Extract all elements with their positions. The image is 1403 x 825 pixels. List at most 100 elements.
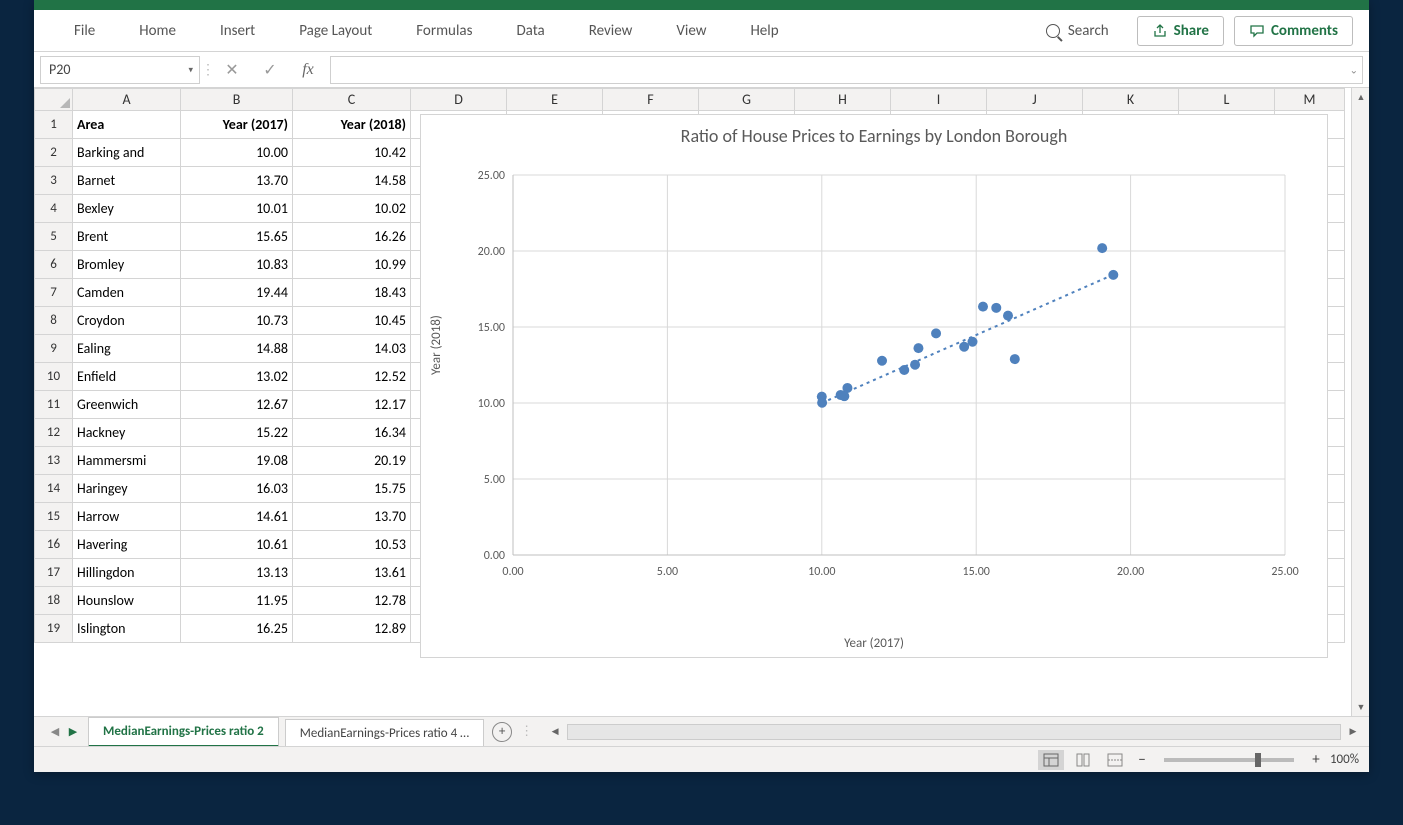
cell-B10[interactable]: 13.02 (181, 363, 293, 391)
scroll-up-icon[interactable]: ▲ (1352, 88, 1369, 106)
view-normal-button[interactable] (1038, 750, 1064, 770)
row-hdr-15[interactable]: 15 (35, 503, 73, 531)
tab-view[interactable]: View (654, 12, 728, 50)
col-hdr-H[interactable]: H (795, 89, 891, 111)
cell-B8[interactable]: 10.73 (181, 307, 293, 335)
col-hdr-I[interactable]: I (891, 89, 987, 111)
row-hdr-10[interactable]: 10 (35, 363, 73, 391)
cell-C7[interactable]: 18.43 (293, 279, 411, 307)
row-hdr-3[interactable]: 3 (35, 167, 73, 195)
cell-C1[interactable]: Year (2018) (293, 111, 411, 139)
cell-A3[interactable]: Barnet (73, 167, 181, 195)
sheet-tab-active[interactable]: MedianEarnings-Prices ratio 2 (88, 717, 279, 748)
cell-B1[interactable]: Year (2017) (181, 111, 293, 139)
col-hdr-M[interactable]: M (1275, 89, 1345, 111)
cell-A16[interactable]: Havering (73, 531, 181, 559)
cell-A13[interactable]: Hammersmi (73, 447, 181, 475)
row-hdr-13[interactable]: 13 (35, 447, 73, 475)
col-hdr-G[interactable]: G (699, 89, 795, 111)
col-hdr-B[interactable]: B (181, 89, 293, 111)
accept-button[interactable]: ✓ (254, 56, 286, 84)
cell-B15[interactable]: 14.61 (181, 503, 293, 531)
share-button[interactable]: Share (1137, 16, 1224, 46)
cell-A9[interactable]: Ealing (73, 335, 181, 363)
cell-C9[interactable]: 14.03 (293, 335, 411, 363)
row-hdr-7[interactable]: 7 (35, 279, 73, 307)
cell-B7[interactable]: 19.44 (181, 279, 293, 307)
tab-nav-next[interactable]: ▶ (64, 725, 82, 738)
tab-pagelayout[interactable]: Page Layout (277, 12, 394, 50)
tab-home[interactable]: Home (117, 12, 198, 50)
col-hdr-K[interactable]: K (1083, 89, 1179, 111)
cell-C3[interactable]: 14.58 (293, 167, 411, 195)
col-hdr-C[interactable]: C (293, 89, 411, 111)
zoom-in-button[interactable]: + (1308, 751, 1324, 769)
tab-data[interactable]: Data (494, 12, 566, 50)
tab-insert[interactable]: Insert (198, 12, 277, 50)
row-hdr-14[interactable]: 14 (35, 475, 73, 503)
cell-B16[interactable]: 10.61 (181, 531, 293, 559)
row-hdr-4[interactable]: 4 (35, 195, 73, 223)
tab-formulas[interactable]: Formulas (394, 12, 494, 50)
col-hdr-E[interactable]: E (507, 89, 603, 111)
cell-C13[interactable]: 20.19 (293, 447, 411, 475)
comments-button[interactable]: Comments (1234, 16, 1353, 46)
cell-C11[interactable]: 12.17 (293, 391, 411, 419)
tell-me-search[interactable]: Search (1028, 16, 1127, 46)
vertical-scrollbar[interactable]: ▲ ▼ (1351, 88, 1369, 716)
tab-file[interactable]: File (52, 12, 117, 50)
col-hdr-D[interactable]: D (411, 89, 507, 111)
embedded-chart[interactable]: Ratio of House Prices to Earnings by Lon… (420, 114, 1328, 658)
cell-A5[interactable]: Brent (73, 223, 181, 251)
fx-button[interactable]: fx (292, 56, 324, 84)
row-hdr-17[interactable]: 17 (35, 559, 73, 587)
col-hdr-A[interactable]: A (73, 89, 181, 111)
cell-A18[interactable]: Hounslow (73, 587, 181, 615)
cell-A15[interactable]: Harrow (73, 503, 181, 531)
cell-B2[interactable]: 10.00 (181, 139, 293, 167)
cell-A10[interactable]: Enfield (73, 363, 181, 391)
col-hdr-L[interactable]: L (1179, 89, 1275, 111)
cell-B6[interactable]: 10.83 (181, 251, 293, 279)
cell-C19[interactable]: 12.89 (293, 615, 411, 643)
cell-B4[interactable]: 10.01 (181, 195, 293, 223)
row-hdr-2[interactable]: 2 (35, 139, 73, 167)
cell-A6[interactable]: Bromley (73, 251, 181, 279)
row-hdr-6[interactable]: 6 (35, 251, 73, 279)
row-hdr-16[interactable]: 16 (35, 531, 73, 559)
zoom-slider[interactable] (1164, 758, 1294, 762)
row-hdr-1[interactable]: 1 (35, 111, 73, 139)
tab-nav-prev[interactable]: ◀ (46, 725, 64, 738)
cell-A7[interactable]: Camden (73, 279, 181, 307)
cell-A8[interactable]: Croydon (73, 307, 181, 335)
expand-formula-icon[interactable]: ⌄ (1350, 63, 1358, 76)
chevron-down-icon[interactable]: ▾ (188, 64, 193, 75)
cell-A14[interactable]: Haringey (73, 475, 181, 503)
sheet-tab-other[interactable]: MedianEarnings-Prices ratio 4 … (285, 719, 484, 747)
hscroll-left-icon[interactable]: ◀ (547, 724, 563, 740)
cell-C4[interactable]: 10.02 (293, 195, 411, 223)
cell-A4[interactable]: Bexley (73, 195, 181, 223)
row-hdr-19[interactable]: 19 (35, 615, 73, 643)
view-pagelayout-button[interactable] (1070, 750, 1096, 770)
cell-B12[interactable]: 15.22 (181, 419, 293, 447)
horizontal-scrollbar[interactable]: ◀ ▶ (547, 724, 1361, 740)
cell-C14[interactable]: 15.75 (293, 475, 411, 503)
tab-help[interactable]: Help (728, 12, 800, 50)
cell-C2[interactable]: 10.42 (293, 139, 411, 167)
cell-A11[interactable]: Greenwich (73, 391, 181, 419)
row-hdr-11[interactable]: 11 (35, 391, 73, 419)
zoom-thumb[interactable] (1255, 753, 1261, 767)
scroll-down-icon[interactable]: ▼ (1352, 698, 1369, 716)
cell-B14[interactable]: 16.03 (181, 475, 293, 503)
cell-B13[interactable]: 19.08 (181, 447, 293, 475)
hscroll-right-icon[interactable]: ▶ (1345, 724, 1361, 740)
cell-A12[interactable]: Hackney (73, 419, 181, 447)
formula-input[interactable]: ⌄ (330, 56, 1363, 84)
zoom-out-button[interactable]: − (1134, 751, 1150, 769)
cell-C16[interactable]: 10.53 (293, 531, 411, 559)
cell-C6[interactable]: 10.99 (293, 251, 411, 279)
cell-A17[interactable]: Hillingdon (73, 559, 181, 587)
cell-A1[interactable]: Area (73, 111, 181, 139)
col-hdr-F[interactable]: F (603, 89, 699, 111)
